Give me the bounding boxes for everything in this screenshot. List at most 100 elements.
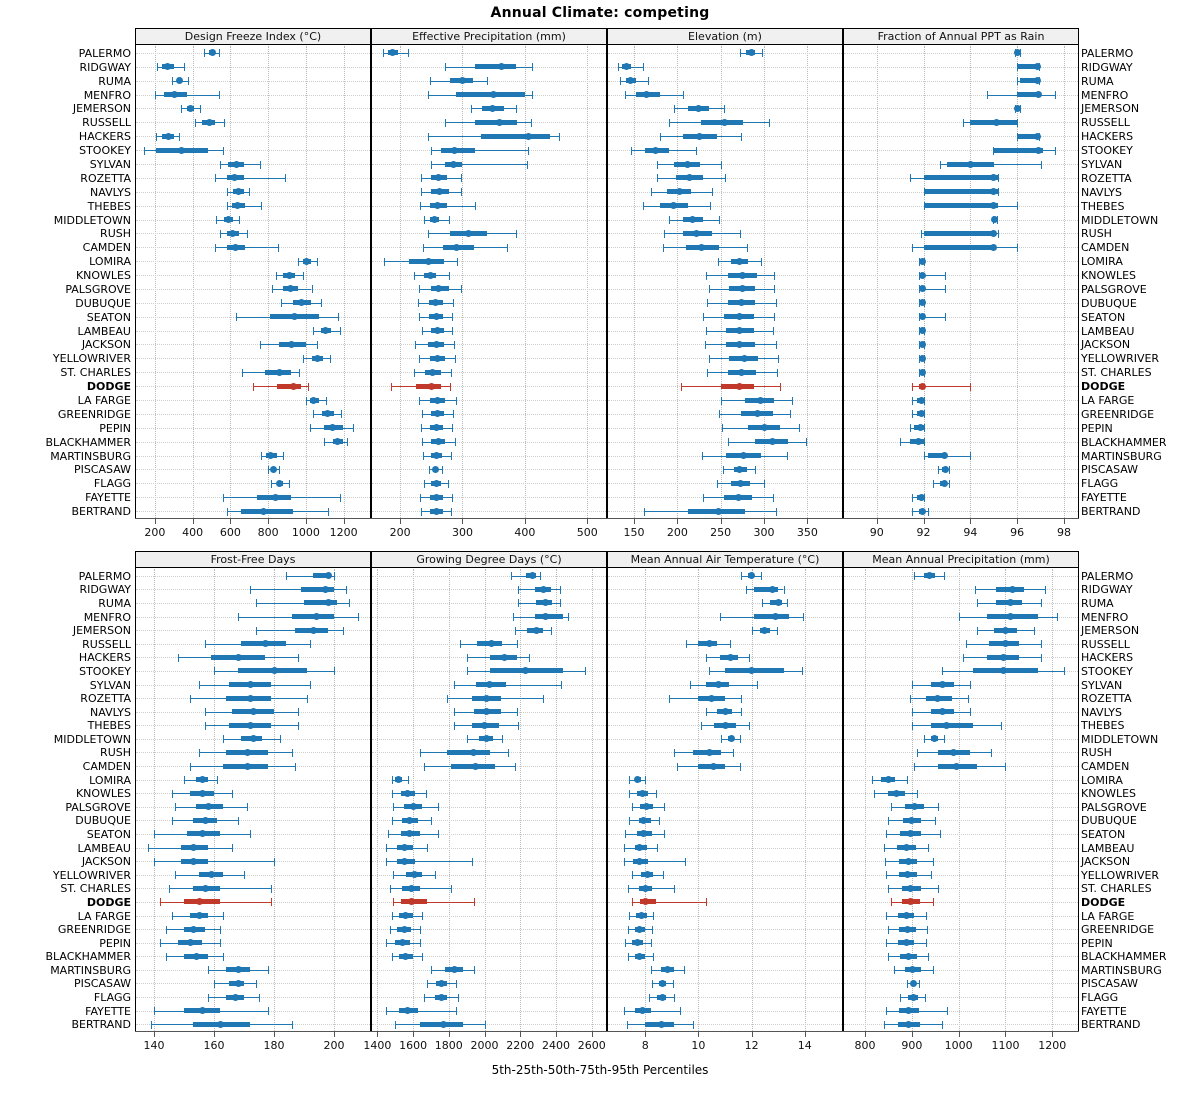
boxplot-row (136, 46, 370, 518)
whisker-cap (457, 993, 459, 1002)
gridline-horizontal (136, 483, 370, 485)
median-marker (426, 271, 434, 279)
whisker-cap (623, 857, 625, 866)
median-marker (909, 966, 917, 974)
whisker-cap (459, 640, 461, 649)
boxplot-row (608, 569, 842, 1031)
axis-tick-label: 200 (666, 526, 688, 539)
row-label-rush-right: RUSH (1081, 227, 1112, 241)
whisker-cap (451, 507, 453, 516)
gridline-vertical (154, 46, 157, 518)
whisker-cap (418, 354, 420, 363)
boxplot-row (136, 569, 370, 1031)
row-label-jemerson-left: JEMERSON (72, 624, 131, 638)
whisker-cap (663, 243, 665, 252)
axis-tick (587, 519, 589, 524)
whisker-cap (454, 721, 456, 730)
panel-title: Fraction of Annual PPT as Rain (844, 28, 1078, 45)
whisker-cap (330, 354, 332, 363)
boxplot-row (608, 569, 842, 1031)
whisker-cap (872, 776, 874, 785)
row-label-rozetta-left: ROZETTA (80, 692, 131, 706)
whisker-cap (928, 844, 930, 853)
row-label-jackson-left: JACKSON (81, 855, 131, 869)
whisker-cap (740, 694, 742, 703)
gridline-horizontal (608, 997, 842, 999)
median-marker (198, 1007, 206, 1015)
gridline-horizontal (372, 901, 606, 903)
whisker-cap (748, 721, 750, 730)
boxplot-row (844, 569, 1078, 1031)
whisker-cap (1045, 585, 1047, 594)
median-marker (309, 396, 317, 404)
median-marker (434, 202, 442, 210)
whisker-cap (203, 49, 205, 58)
boxplot-row (844, 46, 1078, 518)
gridline-vertical (677, 46, 679, 518)
axis-tick-label: 400 (514, 526, 536, 539)
median-marker (999, 653, 1007, 661)
whisker-cap (1054, 146, 1056, 155)
whisker-cap (502, 735, 504, 744)
boxplot-row (844, 46, 1078, 518)
gridline-horizontal (372, 888, 606, 890)
whisker-cap (143, 146, 145, 155)
median-marker (918, 285, 926, 293)
boxplot-row (844, 46, 1078, 518)
row-label-st-charles-right: ST. CHARLES (1081, 882, 1152, 896)
gridline-horizontal (136, 956, 370, 958)
boxplot-row (844, 46, 1078, 518)
median-marker (261, 640, 269, 648)
whisker-cap (309, 424, 311, 433)
median-marker (769, 438, 777, 446)
row-label-la-farge-left: LA FARGE (77, 394, 131, 407)
whisker-cap (717, 479, 719, 488)
row-label-camden-left: CAMDEN (82, 760, 131, 774)
boxplot-row (844, 569, 1078, 1031)
median-marker (198, 789, 206, 797)
whisker-cap (559, 132, 561, 141)
whisker-cap (883, 1020, 885, 1029)
row-label-hackers-left: HACKERS (78, 130, 131, 144)
gridline-horizontal (844, 589, 1078, 591)
boxplot-row (608, 46, 842, 518)
whisker-cap (215, 243, 217, 252)
row-label-jackson-left: JACKSON (81, 338, 131, 352)
whisker-cap (526, 160, 528, 169)
median-marker (435, 174, 443, 182)
whisker-cap (620, 77, 622, 86)
axis-tick (804, 1032, 806, 1037)
boxplot-row (844, 569, 1078, 1031)
whisker-cap (528, 146, 529, 155)
median-marker (918, 299, 926, 307)
boxplot-row (608, 46, 842, 518)
median-marker (639, 1007, 647, 1015)
median-marker (163, 63, 171, 71)
median-marker (917, 396, 925, 404)
axis-tick-label: 2400 (541, 1039, 570, 1052)
gridline-horizontal (372, 358, 606, 360)
boxplot-row (136, 569, 370, 1031)
whisker-cap (285, 174, 287, 183)
whisker-cap (911, 493, 913, 502)
boxplot-row (136, 569, 370, 1031)
boxplot-row (608, 46, 842, 518)
axis-tick (400, 519, 402, 524)
whisker-cap (247, 229, 249, 238)
boxplot-row (844, 46, 1078, 518)
interquartile-box (481, 133, 550, 139)
row-label-knowles-right: KNOWLES (1081, 269, 1137, 283)
row-label-piscasaw-left: PISCASAW (73, 463, 131, 477)
row-label-ridgway-left: RIDGWAY (79, 583, 131, 597)
whisker-cap (268, 966, 269, 975)
gridline-horizontal (844, 888, 1078, 890)
axis-tick-label: 150 (623, 526, 645, 539)
panel-bottom-frame (607, 1031, 843, 1032)
median-marker (918, 340, 926, 348)
whisker-cap (169, 884, 170, 893)
whisker-cap (423, 243, 425, 252)
median-marker (541, 613, 549, 621)
gridline-horizontal (844, 861, 1078, 863)
boxplot-row (608, 46, 842, 518)
whisker-cap (937, 803, 939, 812)
